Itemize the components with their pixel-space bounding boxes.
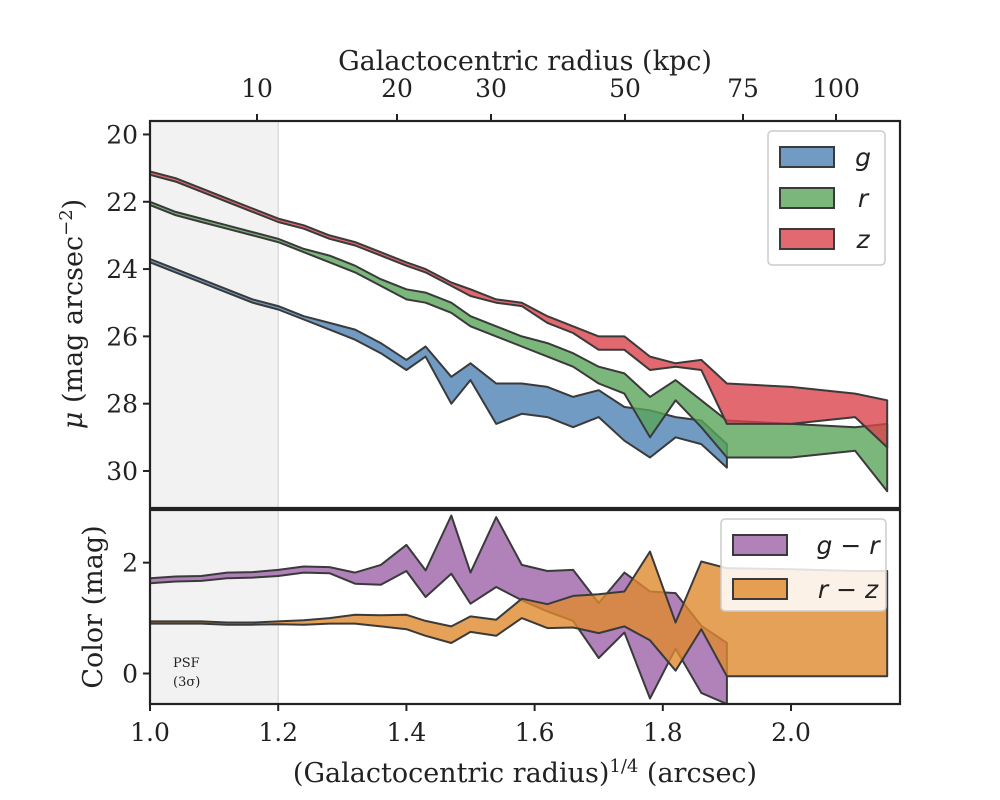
legend-color: g − r r − z [720, 518, 887, 612]
band-r [149, 200, 889, 493]
y-tick-label: 26 [106, 322, 138, 351]
top-tick-label: 50 [609, 74, 641, 103]
top-tick-label: 10 [241, 74, 273, 103]
y-tick-label: 2 [122, 549, 138, 578]
psf-region [150, 121, 279, 508]
band-rz [149, 550, 889, 678]
x-tick-label: 1.2 [258, 718, 298, 747]
x-tick-label: 2.0 [771, 718, 811, 747]
legend-swatch [779, 228, 835, 250]
y-axis-title-top: μ (mag arcsec−2) [56, 199, 89, 429]
legend-label: r [858, 184, 870, 213]
y-tick-label: 24 [106, 255, 138, 284]
legend-label: g − r [817, 531, 882, 560]
legend-label: g [855, 143, 871, 172]
legend-surface-brightness: grz [767, 130, 886, 266]
top-tick-label: 75 [727, 74, 759, 103]
top-axis-title: Galactocentric radius (kpc) [338, 46, 712, 77]
y-tick-label: 28 [106, 390, 138, 419]
x-tick-label: 1.0 [130, 718, 170, 747]
legend-swatch [732, 578, 788, 600]
color-panel: 0 2 g − r r − z 1.0 1.2 1.4 1.6 1.8 2.0 PSF (3σ) [122, 508, 902, 747]
psf-annotation-line1: PSF [173, 656, 200, 671]
legend-swatch [732, 534, 788, 556]
top-tick-label: 30 [475, 74, 507, 103]
axis-labels: Galactocentric radius (kpc) (Galactocent… [56, 46, 757, 789]
y-tick-label: 20 [106, 120, 138, 149]
y-axis-title-bottom: Color (mag) [78, 525, 109, 688]
psf-annotation-line2: (3σ) [173, 675, 200, 690]
y-tick-label: 22 [106, 188, 138, 217]
plot-frame [148, 508, 902, 706]
band-z [149, 170, 889, 449]
plot-frame [148, 119, 902, 510]
legend-label: z [855, 225, 870, 254]
x-tick-label: 1.4 [387, 718, 427, 747]
top-tick-label: 20 [381, 74, 413, 103]
y-tick-label: 30 [106, 457, 138, 486]
top-tick-label: 100 [812, 74, 860, 103]
legend-swatch [779, 187, 835, 209]
y-tick-label: 0 [122, 660, 138, 689]
psf-region [150, 510, 279, 704]
x-tick-label: 1.8 [643, 718, 683, 747]
band-g [149, 258, 728, 469]
legend-swatch [779, 146, 835, 168]
x-tick-label: 1.6 [515, 718, 555, 747]
surface-brightness-panel: 20 22 24 26 28 30 grz 10 20 30 50 75 100 [106, 74, 902, 510]
x-axis-title: (Galactocentric radius)1/4 (arcsec) [293, 756, 757, 789]
legend-label: r − z [818, 575, 879, 604]
